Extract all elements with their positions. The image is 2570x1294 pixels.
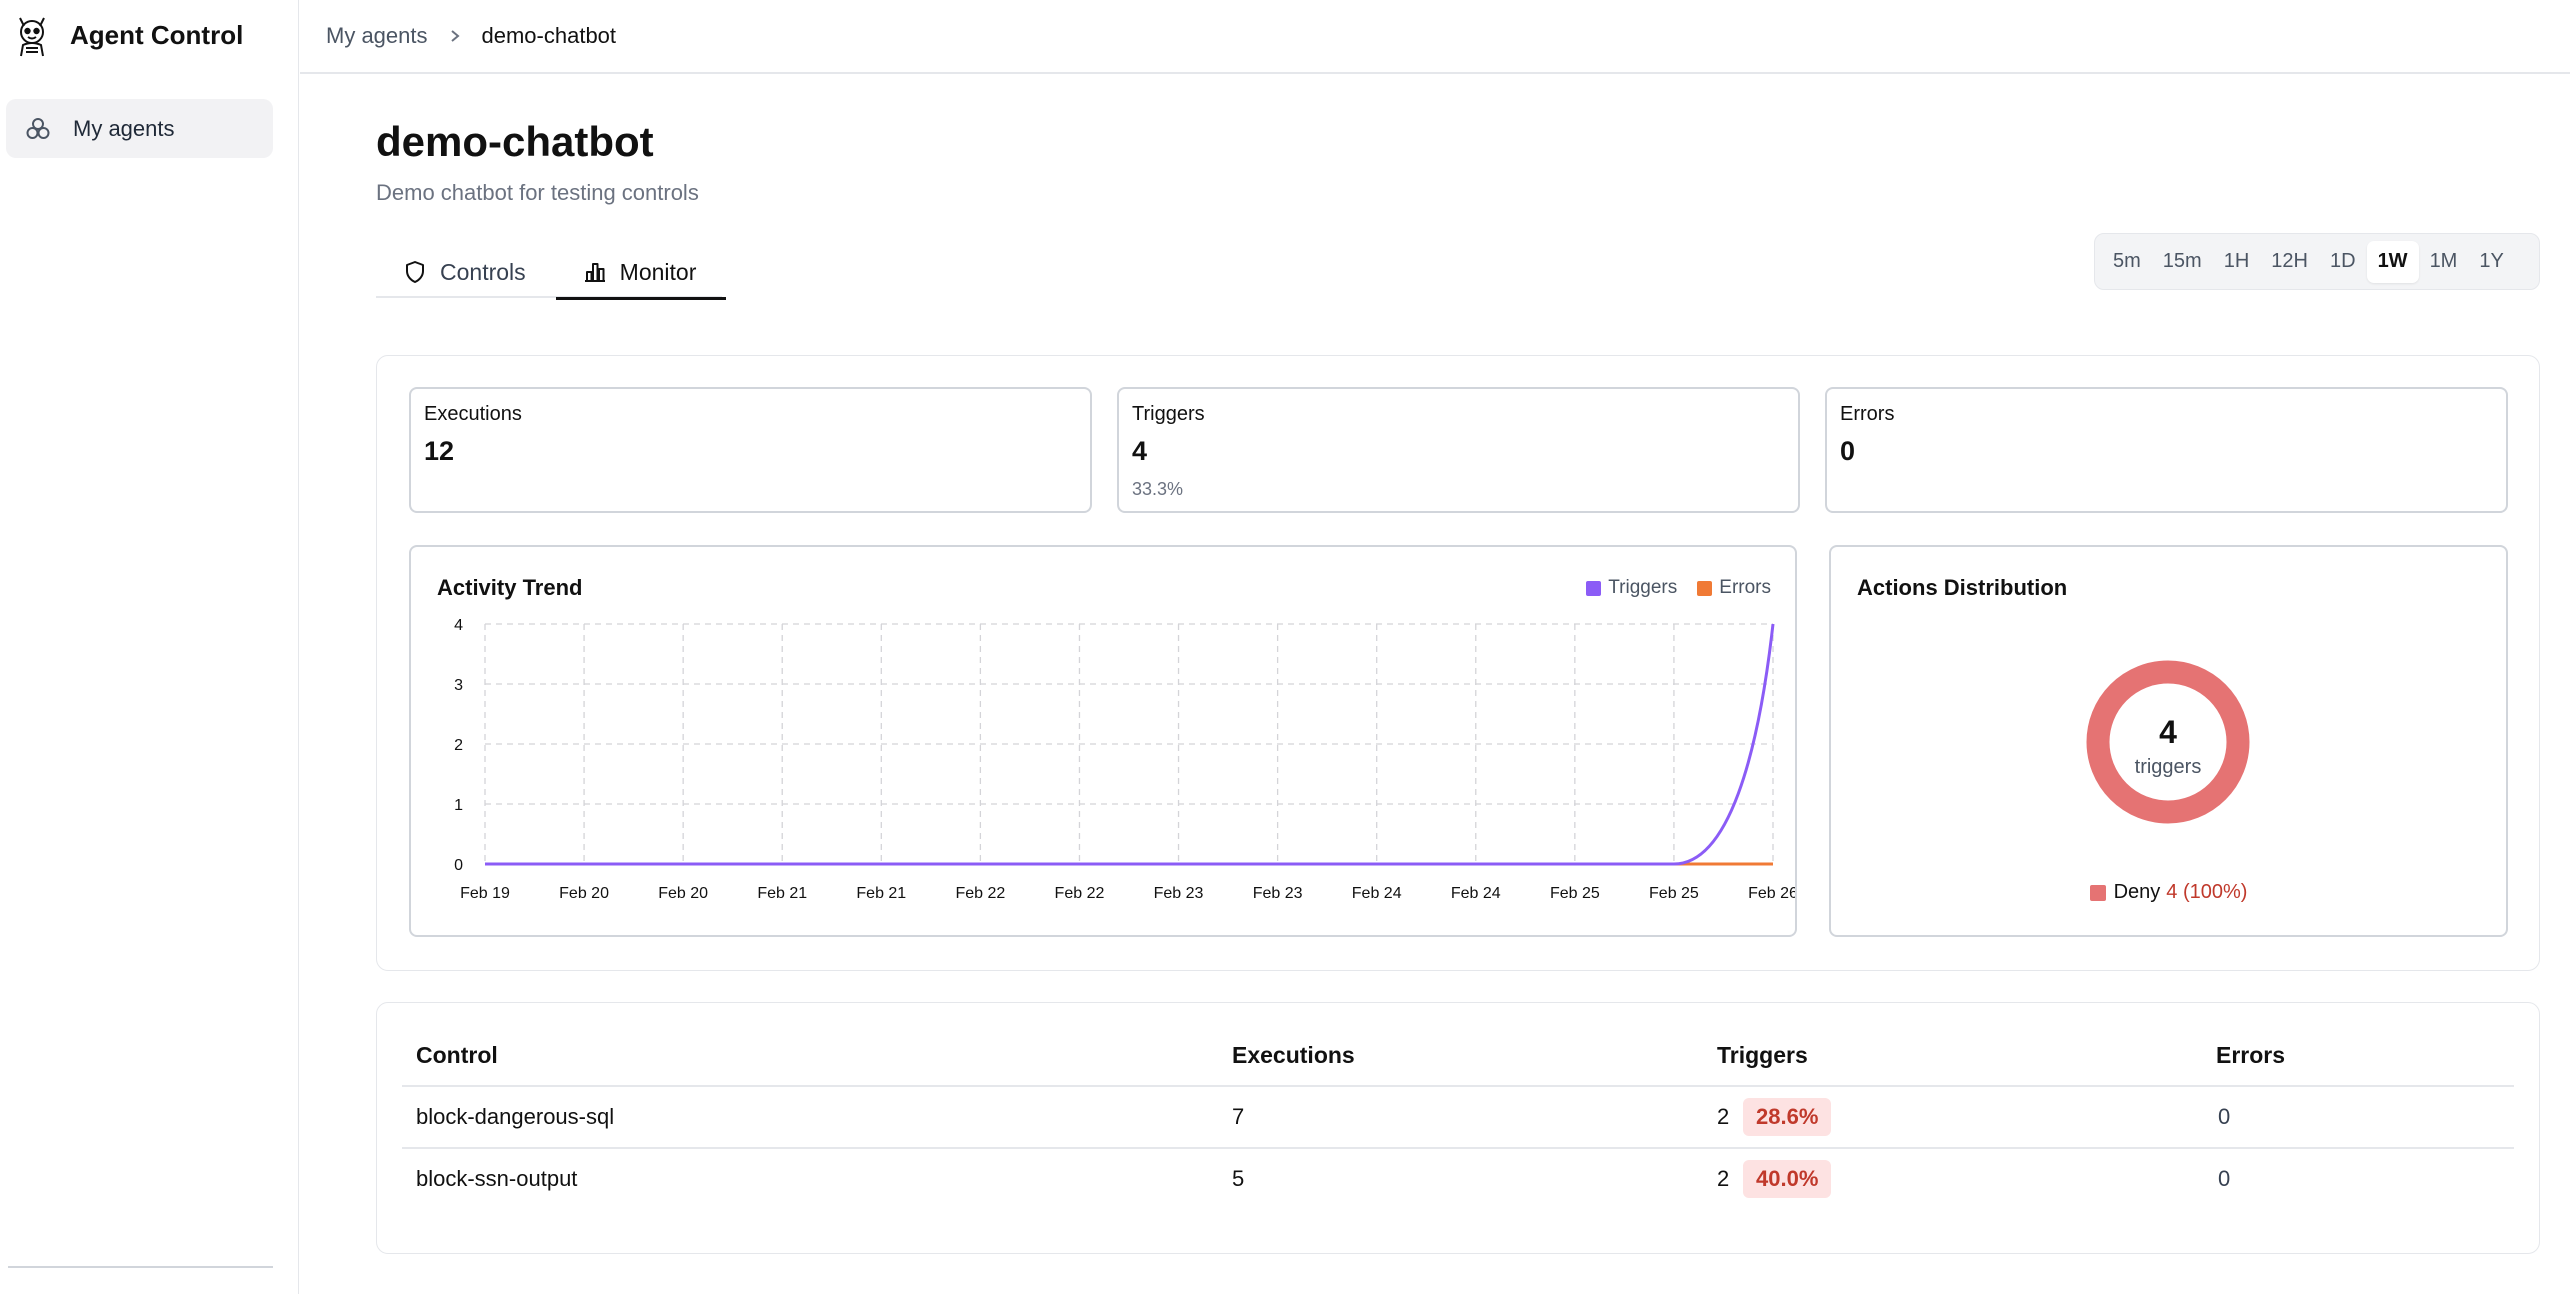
y-tick-label: 3 (454, 677, 463, 694)
legend-item-triggers[interactable]: Triggers (1586, 577, 1677, 599)
distribution-item-value: 4 (100%) (2166, 881, 2248, 903)
x-tick-label: Feb 21 (856, 885, 906, 902)
stat-value: 12 (424, 436, 455, 466)
stat-trigger-rate: 33.3% (1132, 479, 1184, 499)
y-tick-label: 1 (454, 797, 463, 814)
distribution-item-name: Deny (2113, 881, 2161, 903)
y-tick-label: 0 (454, 857, 463, 874)
breadcrumb: My agents demo-chatbot (300, 0, 2570, 74)
actions-distribution-card: Actions Distribution 4 triggers Deny 4 (… (1829, 545, 2508, 937)
distribution-title: Actions Distribution (1857, 575, 2068, 600)
controls-table (376, 1002, 2540, 1254)
time-range-12h[interactable]: 12H (2271, 250, 2308, 272)
legend-item-errors[interactable]: Errors (1697, 577, 1771, 599)
x-tick-label: Feb 23 (1154, 885, 1204, 902)
breadcrumb-parent[interactable]: My agents (326, 23, 428, 48)
column-header-triggers: Triggers (1717, 1042, 1808, 1068)
x-tick-label: Feb 24 (1352, 885, 1402, 902)
trigger-rate-badge: 28.6% (1743, 1098, 1832, 1136)
column-header-control: Control (416, 1042, 498, 1068)
chart-legend: Triggers Errors (1566, 577, 1771, 599)
tab-controls-label: Controls (440, 258, 526, 285)
donut-total-label: triggers (2135, 756, 2202, 778)
activity-trend-chart: 0 1 2 3 4 Feb 19 Feb 20 Feb 20 Feb 21 Feb 21 Feb 2… (454, 617, 1795, 902)
trigger-rate-badge: 40.0% (1743, 1160, 1832, 1198)
legend-swatch-triggers (1586, 580, 1602, 596)
cell-control: block-ssn-output (416, 1166, 578, 1191)
donut-total: 4 (2159, 714, 2177, 750)
x-tick-label: Feb 26 (1748, 885, 1795, 902)
stat-card-executions: Executions 12 (409, 387, 1092, 513)
x-tick-label: Feb 25 (1649, 885, 1699, 902)
column-header-errors: Errors (2216, 1042, 2286, 1068)
cell-errors: 0 (2218, 1166, 2231, 1191)
legend-label-triggers: Triggers (1608, 577, 1678, 598)
sidebar-divider (8, 1266, 273, 1268)
donut-slice-deny[interactable] (2086, 660, 2250, 824)
cell-triggers: 2 (1717, 1104, 1730, 1129)
page-title: demo-chatbot (376, 118, 654, 165)
breadcrumb-current: demo-chatbot (481, 23, 617, 48)
series-line-triggers[interactable] (485, 623, 1775, 866)
cell-control: block-dangerous-sql (416, 1104, 615, 1129)
x-tick-label: Feb 25 (1550, 885, 1600, 902)
column-header-executions: Executions (1232, 1042, 1355, 1068)
distribution-legend: Deny 4 (100%) (1831, 881, 2506, 904)
x-tick-label: Feb 20 (559, 885, 609, 902)
logo-icon (19, 17, 45, 57)
time-range-1y[interactable]: 1Y (2479, 250, 2504, 272)
app-title: Agent Control (70, 19, 244, 50)
page-subtitle: Demo chatbot for testing controls (376, 180, 699, 205)
activity-trend-card: Activity Trend Triggers Errors 0 1 2 3 4 Feb … (409, 545, 1797, 937)
stat-label: Executions (424, 403, 522, 425)
cell-triggers: 2 (1717, 1166, 1730, 1191)
tab-monitor-label: Monitor (619, 258, 697, 285)
chart-title: Activity Trend (437, 575, 583, 600)
tab-bar: Controls Monitor (376, 246, 727, 300)
x-tick-label: Feb 20 (658, 885, 708, 902)
sidebar-item-my-agents[interactable]: My agents (6, 99, 273, 158)
x-tick-label: Feb 22 (1055, 885, 1105, 902)
time-range-15m[interactable]: 15m (2162, 250, 2202, 272)
time-range-selector: 5m 15m 1H 12H 1D 1W 1M 1Y (2094, 233, 2540, 290)
cell-errors: 0 (2218, 1104, 2231, 1129)
tab-controls[interactable]: Controls (376, 246, 556, 298)
stat-value: 0 (1840, 436, 1856, 466)
shield-icon (406, 261, 424, 283)
x-tick-label: Feb 23 (1253, 885, 1303, 902)
donut-chart: 4 triggers (2086, 660, 2250, 824)
stat-card-triggers: Triggers 4 33.3% (1117, 387, 1800, 513)
stat-value: 4 (1132, 436, 1148, 466)
monitor-panel (376, 355, 2540, 971)
time-range-5m[interactable]: 5m (2113, 250, 2141, 272)
table-divider (402, 1147, 2514, 1149)
legend-swatch-errors (1697, 580, 1713, 596)
time-range-1d[interactable]: 1D (2329, 250, 2356, 272)
legend-swatch-deny (2089, 884, 2106, 901)
bar-chart-icon (584, 263, 605, 282)
cell-executions: 5 (1232, 1166, 1245, 1191)
chevron-right-icon (450, 30, 460, 42)
x-tick-label: Feb 24 (1451, 885, 1501, 902)
x-tick-label: Feb 21 (757, 885, 807, 902)
agents-icon (26, 117, 50, 139)
stat-label: Errors (1840, 403, 1895, 425)
stat-card-errors: Errors 0 (1825, 387, 2508, 513)
table-divider (402, 1085, 2514, 1087)
y-tick-label: 2 (454, 737, 463, 754)
stat-label: Triggers (1132, 403, 1205, 425)
brand[interactable]: Agent Control (12, 10, 243, 60)
tab-monitor[interactable]: Monitor (555, 246, 727, 300)
sidebar-item-label: My agents (73, 115, 175, 141)
time-range-1m[interactable]: 1M (2429, 250, 2458, 272)
time-range-1h[interactable]: 1H (2223, 250, 2250, 272)
x-tick-label: Feb 22 (955, 885, 1005, 902)
time-range-1w[interactable]: 1W (2366, 240, 2419, 283)
cell-executions: 7 (1232, 1104, 1245, 1129)
legend-label-errors: Errors (1719, 577, 1771, 598)
sidebar: Agent Control My agents (0, 0, 299, 1294)
x-tick-label: Feb 19 (460, 885, 510, 902)
y-tick-label: 4 (454, 617, 463, 634)
